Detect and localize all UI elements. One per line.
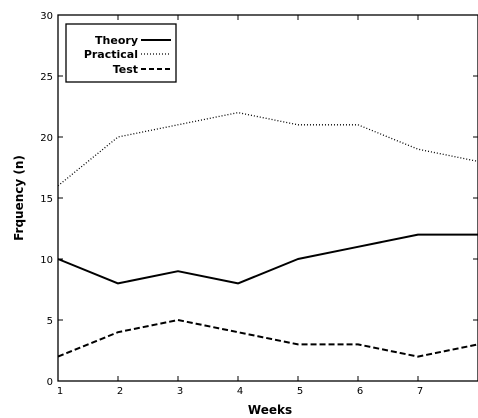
y-axis: 0 5 10 15 20 25 30 xyxy=(40,11,478,388)
legend-label-practical: Practical xyxy=(84,48,138,61)
x-axis: 1 2 3 4 5 6 7 xyxy=(57,15,423,397)
y-tick-label: 10 xyxy=(40,255,53,266)
y-tick-label: 15 xyxy=(40,194,53,205)
legend-label-theory: Theory xyxy=(95,34,138,47)
x-tick-label: 2 xyxy=(117,386,123,397)
x-tick-label: 1 xyxy=(57,386,63,397)
x-tick-label: 4 xyxy=(237,386,243,397)
legend-label-test: Test xyxy=(113,63,138,76)
series-layer xyxy=(57,111,478,358)
x-tick-label: 3 xyxy=(177,386,183,397)
y-tick-label: 0 xyxy=(47,377,53,388)
series-line-theory xyxy=(57,233,478,285)
series-line-practical xyxy=(57,111,478,187)
x-axis-title: Weeks xyxy=(248,403,292,417)
x-tick-label: 5 xyxy=(297,386,303,397)
y-tick-label: 20 xyxy=(40,133,53,144)
y-tick-label: 25 xyxy=(40,72,53,83)
y-tick-label: 30 xyxy=(40,11,53,22)
y-tick-label: 5 xyxy=(47,316,53,327)
y-axis-title: Frquency (n) xyxy=(12,155,26,241)
x-tick-label: 7 xyxy=(417,386,423,397)
legend: Theory Practical Test xyxy=(65,23,177,83)
series-line-test xyxy=(57,319,478,358)
legend-box xyxy=(65,23,177,83)
x-tick-label: 6 xyxy=(357,386,363,397)
